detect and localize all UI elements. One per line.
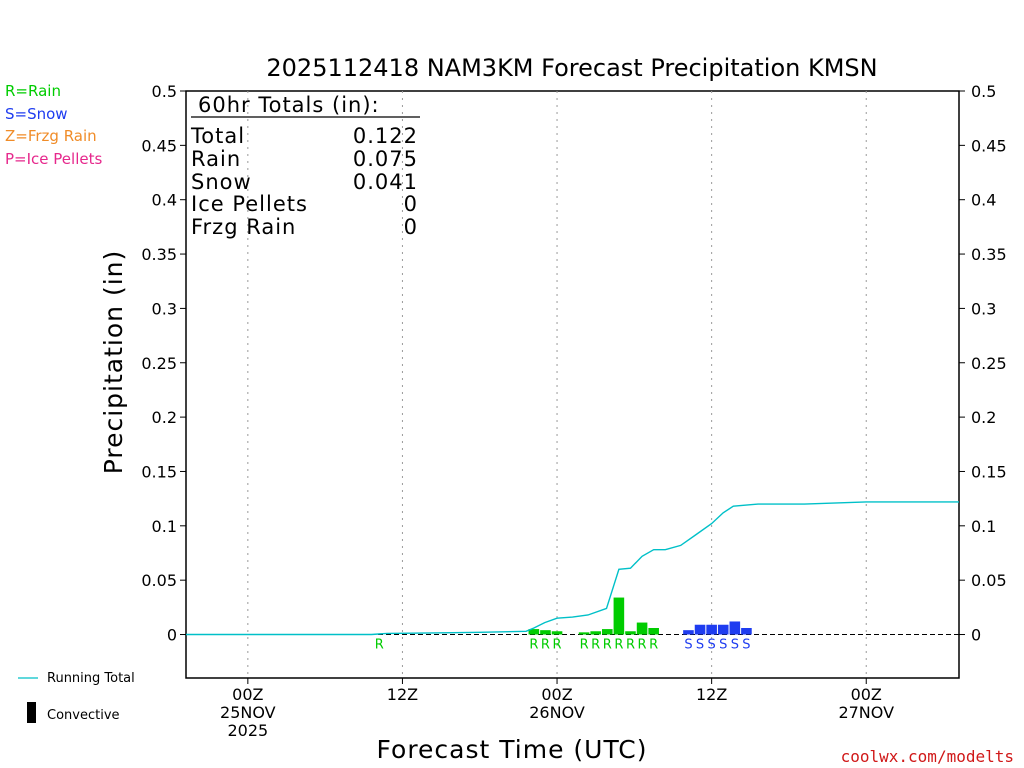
legend-ice-pellets: P=Ice Pellets (5, 150, 102, 168)
y-axis-right: 0.5 0.45 0.4 0.35 0.3 0.25 0.2 0.15 0.1 0.05 0 (959, 82, 1007, 645)
rain-marker: R (553, 638, 562, 653)
source-footer: coolwx.com/modelts (841, 747, 1014, 766)
x-tick-label: 26NOV (529, 703, 585, 722)
y-axis-left: 0.5 0.45 0.4 0.35 0.3 0.25 0.2 0.15 0.1 0.05 0 (141, 82, 186, 645)
x-tick-label: 25NOV (220, 703, 276, 722)
y-tick-label-left: 0.1 (152, 517, 177, 536)
totals-label-snow: Snow (191, 170, 252, 194)
rain-bar (625, 631, 636, 635)
convective-legend-swatch (27, 702, 36, 723)
y-tick-label-right: 0.25 (971, 354, 1007, 373)
rain-bar (540, 630, 551, 635)
snow-bar (717, 624, 729, 635)
running-total-legend-label: Running Total (47, 671, 135, 686)
y-tick-label-right: 0.2 (971, 408, 996, 427)
rain-bar (601, 629, 613, 635)
running-total-line (186, 501, 959, 636)
running-total-layer (186, 501, 959, 636)
y-tick-label-right: 0.35 (971, 245, 1007, 264)
y-tick-label-left: 0.35 (141, 245, 177, 264)
totals-header: 60hr Totals (in): (198, 93, 380, 117)
grid-layer (247, 91, 867, 678)
snow-marker: S (731, 638, 739, 653)
rain-marker: R (614, 638, 623, 653)
x-tick-label: 12Z (696, 685, 727, 704)
rain-marker: R (541, 638, 550, 653)
rain-marker: R (626, 638, 635, 653)
y-tick-label-left: 0.3 (152, 299, 177, 318)
totals-value-snow: 0.041 (353, 170, 418, 194)
totals-label-rain: Rain (191, 147, 241, 171)
precip-type-legend: R=Rain S=Snow Z=Frzg Rain P=Ice Pellets (5, 82, 102, 168)
y-tick-label-left: 0.5 (152, 82, 177, 101)
legend-frzg-rain: Z=Frzg Rain (5, 127, 97, 145)
y-tick-label-right: 0.1 (971, 517, 996, 536)
bars-layer (528, 597, 752, 635)
y-tick-label-right: 0.05 (971, 571, 1007, 590)
rain-bar (528, 629, 540, 635)
snow-marker: S (708, 638, 716, 653)
y-tick-label-left: 0.4 (152, 191, 177, 210)
x-tick-label: 2025 (227, 721, 268, 740)
y-tick-label-right: 0.4 (971, 191, 996, 210)
y-tick-label-left: 0 (167, 626, 177, 645)
chart-title: 2025112418 NAM3KM Forecast Precipitation… (266, 54, 877, 82)
rain-marker: R (529, 638, 538, 653)
totals-value-total: 0.122 (353, 124, 418, 148)
x-tick-label: 27NOV (838, 703, 894, 722)
y-axis-label: Precipitation (in) (99, 250, 128, 475)
rain-bar (636, 622, 648, 635)
x-tick-label: 12Z (387, 685, 418, 704)
snow-marker: S (696, 638, 704, 653)
totals-value-rain: 0.075 (353, 147, 418, 171)
y-tick-label-right: 0.15 (971, 462, 1007, 481)
rain-marker: R (375, 638, 384, 653)
y-tick-label-left: 0.25 (141, 354, 177, 373)
totals-label-frzg-rain: Frzg Rain (191, 215, 296, 239)
rain-marker: R (591, 638, 600, 653)
y-tick-label-right: 0 (971, 626, 981, 645)
rain-marker: R (649, 638, 658, 653)
rain-marker: R (580, 638, 589, 653)
rain-bar (578, 632, 590, 635)
y-tick-label-left: 0.15 (141, 462, 177, 481)
y-tick-label-right: 0.3 (971, 299, 996, 318)
line-legend: Running Total Convective (18, 671, 135, 723)
x-tick-label: 00Z (232, 685, 263, 704)
x-tick-label: 00Z (541, 685, 572, 704)
snow-bar (706, 624, 717, 635)
rain-bar (613, 597, 625, 635)
snow-marker: S (719, 638, 727, 653)
totals-value-ice-pellets: 0 (404, 192, 418, 216)
totals-label-ice-pellets: Ice Pellets (191, 192, 308, 216)
y-tick-label-right: 0.5 (971, 82, 996, 101)
plot-frame (185, 90, 960, 679)
totals-value-frzg-rain: 0 (404, 215, 418, 239)
snow-marker: S (742, 638, 750, 653)
x-tick-label: 00Z (851, 685, 882, 704)
rain-bar (551, 631, 563, 635)
totals-label-total: Total (190, 124, 245, 148)
y-tick-label-right: 0.45 (971, 136, 1007, 155)
convective-legend-label: Convective (47, 708, 120, 723)
rain-bar (648, 627, 659, 635)
y-tick-label-left: 0.2 (152, 408, 177, 427)
x-axis-label: Forecast Time (UTC) (377, 735, 648, 764)
legend-snow: S=Snow (5, 105, 68, 123)
y-tick-label-left: 0.05 (141, 571, 177, 590)
snow-bar (729, 621, 741, 635)
snow-bar (683, 630, 694, 635)
totals-box: 60hr Totals (in): Total 0.122 Rain 0.075… (190, 93, 420, 239)
snow-marker: S (684, 638, 692, 653)
rain-marker: R (603, 638, 612, 653)
legend-rain: R=Rain (5, 82, 61, 100)
snow-bar (741, 627, 752, 635)
rain-marker: R (638, 638, 647, 653)
snow-bar (694, 624, 706, 635)
y-tick-label-left: 0.45 (141, 136, 177, 155)
rain-bar (590, 631, 601, 635)
